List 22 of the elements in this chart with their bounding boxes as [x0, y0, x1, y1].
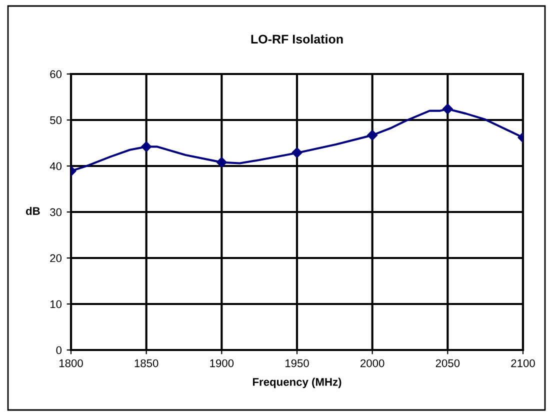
- y-tick-label: 50: [50, 116, 62, 124]
- chart-title: LO-RF Isolation: [251, 34, 343, 44]
- y-tick-label: 40: [50, 162, 62, 170]
- point: [367, 130, 378, 140]
- x-tick-label: 2000: [360, 359, 384, 368]
- x-tick-label: 2050: [436, 359, 460, 368]
- y-tick-label: 30: [50, 208, 62, 216]
- y-axis-title: dB: [26, 206, 40, 215]
- point: [141, 141, 152, 152]
- x-tick-label: 2100: [511, 359, 535, 368]
- point: [292, 147, 302, 158]
- x-tick-label: 1850: [134, 359, 158, 368]
- y-tick-label: 10: [50, 300, 62, 308]
- y-tick-label: 60: [50, 70, 62, 78]
- x-tick-label: 1800: [59, 359, 83, 368]
- x-tick-label: 1950: [285, 359, 309, 368]
- x-axis-title: Frequency (MHz): [252, 378, 342, 388]
- y-tick-label: 20: [50, 254, 62, 262]
- point: [442, 104, 453, 114]
- y-tick-label: 0: [56, 346, 62, 354]
- x-tick-label: 1900: [210, 359, 234, 368]
- point: [216, 157, 227, 168]
